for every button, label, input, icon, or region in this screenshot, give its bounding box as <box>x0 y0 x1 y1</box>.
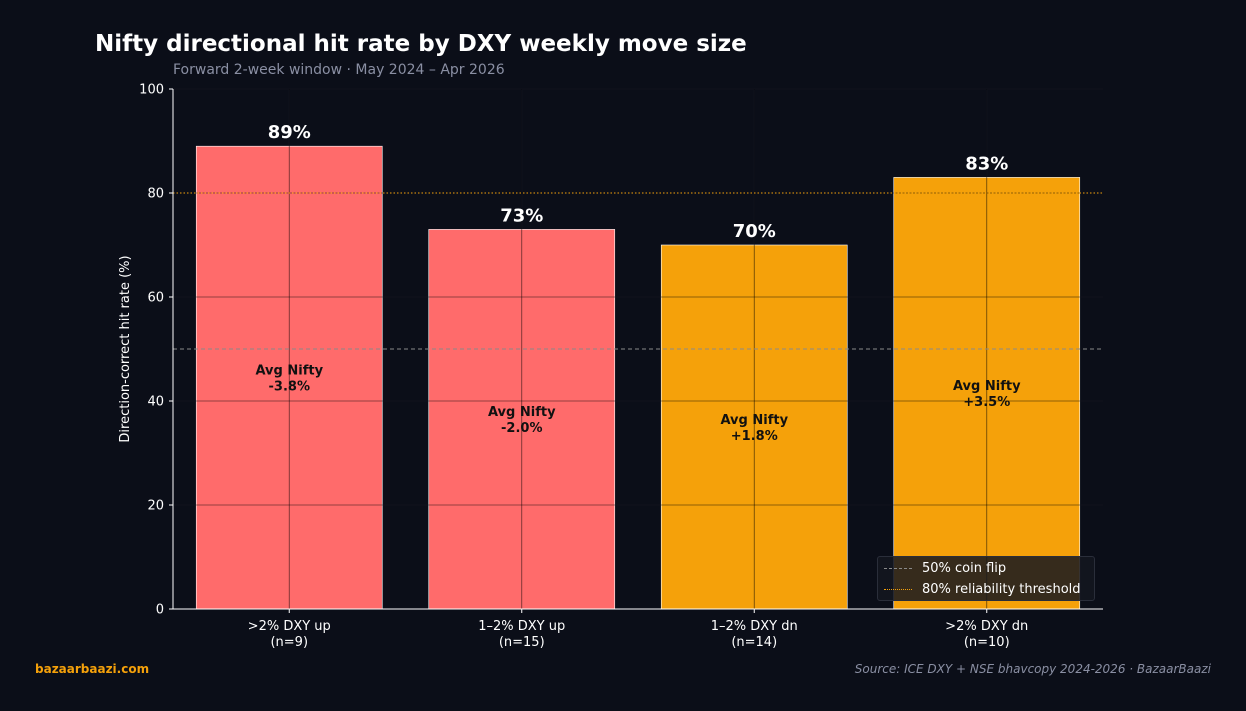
legend-label: 50% coin flip <box>922 560 1007 576</box>
chart-subtitle: Forward 2-week window · May 2024 – Apr 2… <box>173 62 505 78</box>
x-tick-sample-size: (n=14) <box>731 635 777 650</box>
bar-value-label: 89% <box>268 122 311 143</box>
x-tick-sample-size: (n=10) <box>964 635 1010 650</box>
legend-label: 80% reliability threshold <box>922 581 1081 597</box>
brand-link[interactable]: bazaarbaazi.com <box>35 662 150 676</box>
dashed-line-swatch <box>884 567 912 569</box>
avg-nifty-label: Avg Nifty <box>720 413 788 428</box>
y-tick-label: 40 <box>147 395 164 410</box>
y-tick-label: 60 <box>147 291 164 306</box>
chart-legend: 50% coin flip 80% reliability threshold <box>877 556 1095 601</box>
avg-nifty-value: +1.8% <box>731 429 778 444</box>
y-tick-label: 100 <box>139 83 164 98</box>
avg-nifty-label: Avg Nifty <box>488 405 556 420</box>
avg-nifty-label: Avg Nifty <box>953 379 1021 394</box>
legend-item-reliability-threshold: 80% reliability threshold <box>884 580 1081 598</box>
source-note: Source: ICE DXY + NSE bhavcopy 2024-2026… <box>854 662 1211 676</box>
chart-title: Nifty directional hit rate by DXY weekly… <box>95 31 747 57</box>
bar-value-label: 73% <box>500 205 543 226</box>
x-tick-label: 1–2% DXY up <box>478 619 565 634</box>
dotted-line-swatch <box>884 588 912 590</box>
bar-value-label: 70% <box>733 221 776 242</box>
y-axis-label: Direction-correct hit rate (%) <box>118 255 133 442</box>
x-tick-label: 1–2% DXY dn <box>711 619 798 634</box>
avg-nifty-value: -3.8% <box>269 380 310 395</box>
bar-value-label: 83% <box>965 153 1008 174</box>
y-tick-label: 80 <box>147 187 164 202</box>
x-tick-label: >2% DXY up <box>248 619 331 634</box>
avg-nifty-value: +3.5% <box>963 395 1010 410</box>
x-tick-sample-size: (n=9) <box>270 635 308 650</box>
y-tick-label: 20 <box>147 499 164 514</box>
avg-nifty-label: Avg Nifty <box>255 364 323 379</box>
legend-item-coin-flip: 50% coin flip <box>884 559 1006 577</box>
x-tick-sample-size: (n=15) <box>499 635 545 650</box>
avg-nifty-value: -2.0% <box>501 421 542 436</box>
y-tick-label: 0 <box>156 603 164 618</box>
x-tick-label: >2% DXY dn <box>945 619 1028 634</box>
